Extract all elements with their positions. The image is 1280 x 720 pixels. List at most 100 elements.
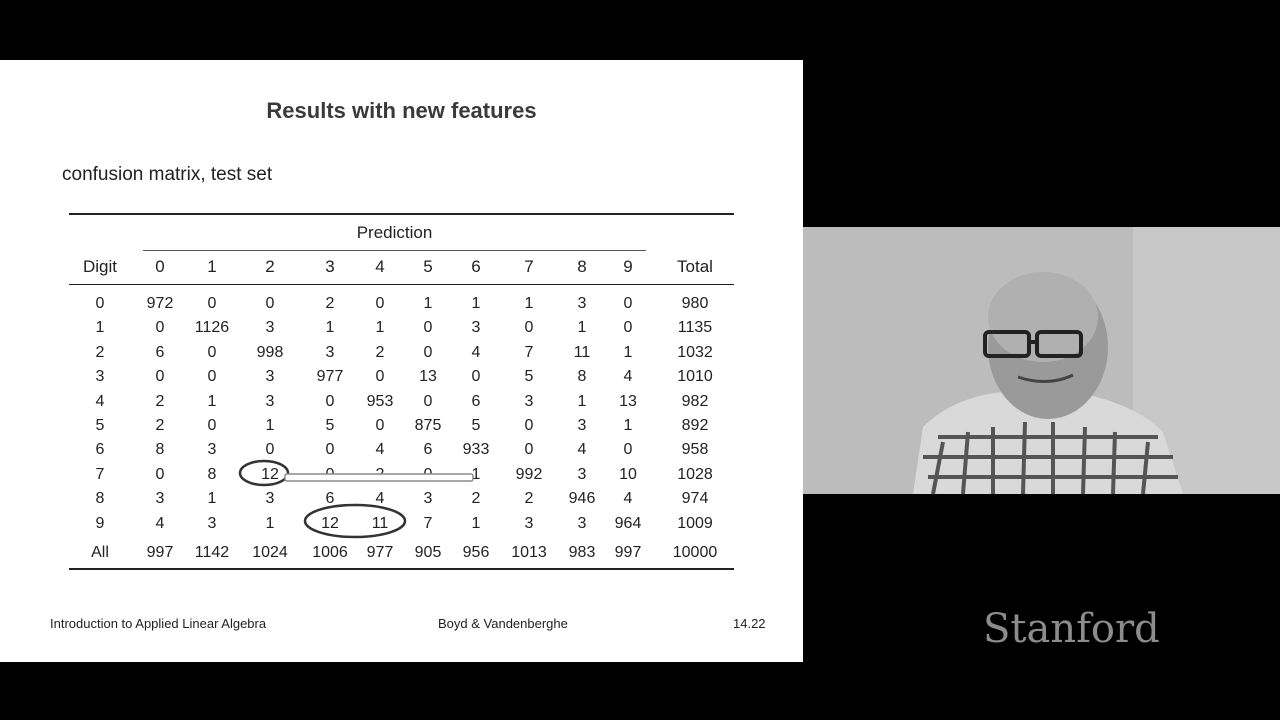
table-cell: 1 [375, 319, 385, 337]
table-cell: 0 [423, 343, 433, 361]
table-cell: 1 [623, 343, 633, 361]
table-cell: 0 [325, 441, 335, 459]
footer-course-title: Introduction to Applied Linear Algebra [50, 616, 267, 631]
table-cell: 964 [614, 514, 642, 532]
table-cell: 1024 [252, 544, 288, 561]
table-cell: 0 [207, 343, 217, 361]
table-cell: 2 [471, 490, 481, 508]
table-cell: 1 [207, 392, 217, 410]
table-cell: 905 [414, 544, 442, 561]
table-cell: 6 [471, 392, 481, 410]
table-cell: 0 [207, 417, 217, 434]
table-cell: 1 [207, 490, 217, 508]
table-cell: 1 [265, 417, 275, 434]
table-cell: 0 [524, 319, 534, 337]
table-cell: 1 [423, 295, 433, 312]
row-label: 2 [95, 343, 105, 361]
table-cell: 2 [325, 295, 335, 312]
table-cell: 3 [577, 465, 587, 483]
row-label: 1 [95, 319, 105, 337]
row-total: 1009 [677, 514, 713, 532]
row-total: 1028 [677, 465, 713, 483]
table-cell: 0 [155, 368, 165, 386]
row-total: 1032 [677, 343, 713, 361]
table-cell: 7 [524, 343, 534, 361]
table-cell: 1 [471, 465, 481, 483]
table-cell: 1013 [511, 544, 547, 561]
footer-page-number: 14.22 [733, 616, 766, 631]
prediction-header: Prediction [356, 223, 433, 242]
table-cell: 1 [471, 514, 481, 532]
table-header-rule [69, 284, 734, 285]
table-cell: 6 [155, 343, 165, 361]
row-total: 982 [681, 392, 709, 410]
table-cell: 12 [261, 465, 279, 483]
column-header: 7 [524, 257, 534, 276]
table-cell: 3 [325, 343, 335, 361]
table-cell: 5 [524, 368, 534, 386]
table-cell: 972 [146, 295, 174, 312]
table-cell: 3 [524, 392, 534, 410]
table-cell: 4 [577, 441, 587, 459]
table-cell: 3 [207, 514, 217, 532]
column-header: 6 [471, 257, 481, 276]
table-cell: 1 [265, 514, 275, 532]
column-header: 2 [265, 257, 275, 276]
table-cell: 10 [619, 465, 637, 483]
table-cell: 4 [375, 490, 385, 508]
table-cell: 3 [155, 490, 165, 508]
table-cell: 0 [265, 295, 275, 312]
table-cell: 1 [577, 319, 587, 337]
footer-authors: Boyd & Vandenberghe [438, 616, 568, 631]
table-cell: 0 [375, 368, 385, 386]
row-total: 1010 [677, 368, 713, 386]
row-total: 10000 [672, 544, 718, 561]
table-cell: 992 [515, 465, 543, 483]
table-cell: 5 [325, 417, 335, 434]
table-cell: 8 [577, 368, 587, 386]
prediction-rule [143, 250, 646, 251]
table-cell: 4 [155, 514, 165, 532]
row-label: 6 [95, 441, 105, 459]
table-cell: 3 [524, 514, 534, 532]
row-total: 958 [681, 441, 709, 459]
table-cell: 3 [265, 319, 275, 337]
row-total: 1135 [677, 319, 713, 337]
table-cell: 0 [325, 392, 335, 410]
table-cell: 2 [375, 465, 385, 483]
table-cell: 13 [619, 392, 637, 410]
table-cell: 1142 [194, 544, 230, 561]
table-cell: 0 [471, 368, 481, 386]
table-cell: 0 [207, 368, 217, 386]
table-cell: 0 [155, 319, 165, 337]
table-cell: 946 [568, 490, 596, 508]
table-cell: 2 [375, 343, 385, 361]
table-cell: 0 [423, 319, 433, 337]
table-cell: 4 [471, 343, 481, 361]
table-cell: 13 [419, 368, 437, 386]
table-cell: 3 [265, 368, 275, 386]
table-cell: 1 [623, 417, 633, 434]
table-cell: 0 [524, 441, 534, 459]
table-cell: 977 [316, 368, 344, 386]
table-cell: 1 [524, 295, 534, 312]
stanford-watermark: Stanford [983, 606, 1160, 652]
table-cell: 0 [155, 465, 165, 483]
table-cell: 3 [577, 295, 587, 312]
table-cell: 3 [471, 319, 481, 337]
table-cell: 8 [207, 465, 217, 483]
table-cell: 1 [471, 295, 481, 312]
column-header: 1 [207, 257, 217, 276]
column-header: 9 [623, 257, 633, 276]
table-cell: 1126 [194, 319, 230, 337]
row-total: 892 [681, 417, 709, 434]
table-cell: 875 [414, 417, 442, 434]
table-cell: 12 [321, 514, 339, 532]
table-cell: 0 [375, 295, 385, 312]
row-label: 9 [95, 514, 105, 532]
table-cell: 5 [471, 417, 481, 434]
table-cell: 953 [366, 392, 394, 410]
slide-title: Results with new features [266, 98, 537, 123]
table-cell: 11 [573, 343, 591, 361]
row-total: 974 [681, 490, 709, 508]
